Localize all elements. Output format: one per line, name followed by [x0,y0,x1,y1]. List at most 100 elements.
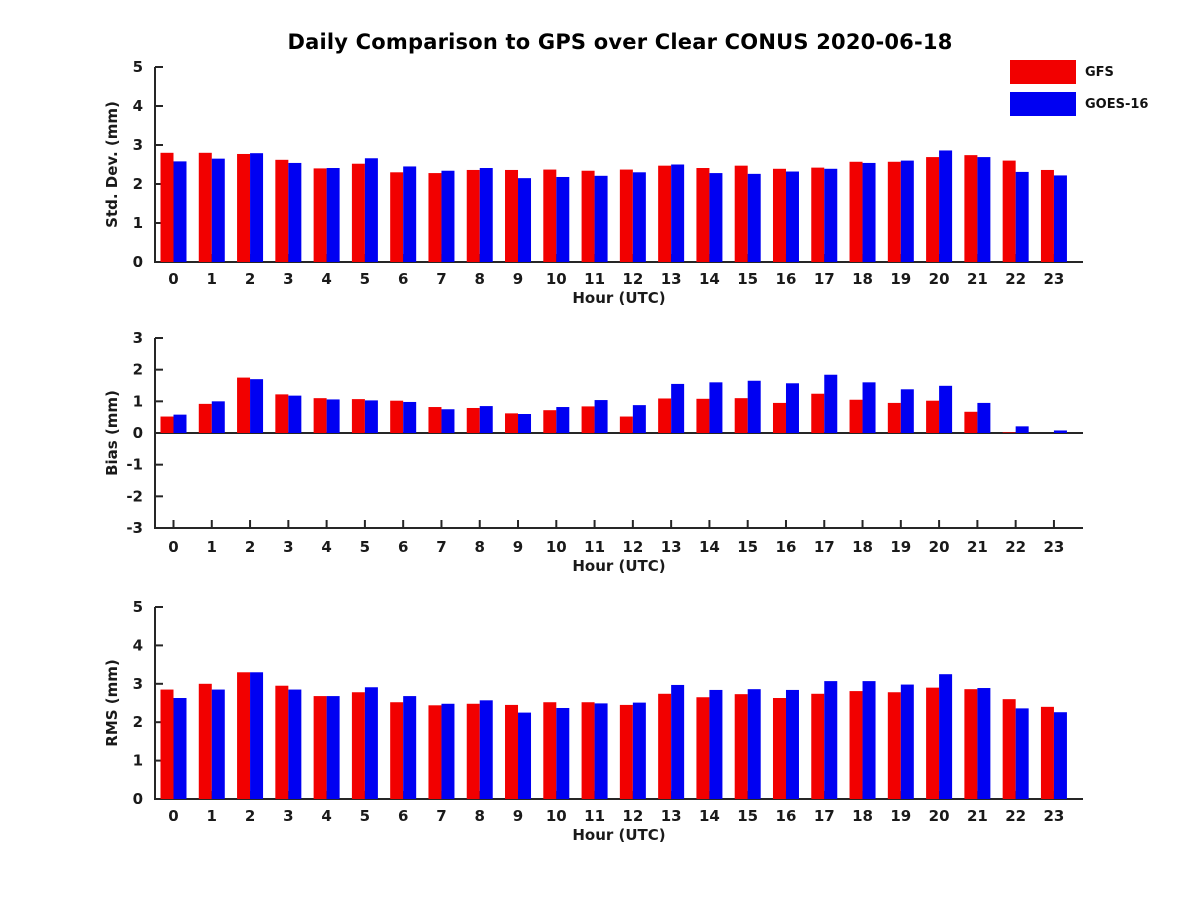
bar-goes-16-h3 [288,689,302,799]
bar-gfs-h19 [887,692,901,799]
x-tick-label: 3 [283,538,293,556]
y-tick-label: 2 [133,361,143,379]
bar-goes-16-h15 [747,380,761,433]
bar-gfs-h11 [581,406,595,433]
bar-goes-16-h11 [594,400,608,433]
bar-gfs-h6 [390,400,404,433]
x-tick-label: 7 [436,807,446,825]
x-tick-label: 9 [513,538,523,556]
x-tick-label: 14 [699,807,720,825]
bar-gfs-h5 [351,692,365,799]
bar-goes-16-h6 [403,166,417,262]
y-tick-label: 1 [133,214,143,232]
y-tick-label: -1 [126,456,143,474]
bar-goes-16-h7 [441,703,455,799]
bar-gfs-h0 [160,689,174,799]
bar-gfs-h11 [581,702,595,799]
bar-gfs-h15 [734,165,748,262]
bar-gfs-h5 [351,399,365,433]
x-tick-label: 12 [622,270,643,288]
bar-goes-16-h15 [747,689,761,799]
bar-goes-16-h4 [326,168,340,262]
x-tick-label: 0 [168,538,178,556]
x-tick-label: 19 [890,270,911,288]
bar-goes-16-h14 [709,689,723,799]
bar-goes-16-h18 [862,681,876,799]
x-tick-label: 14 [699,538,720,556]
bar-gfs-h10 [543,410,557,433]
x-tick-label: 10 [546,807,567,825]
x-tick-label: 21 [967,807,988,825]
y-tick-label: 3 [133,675,143,693]
x-tick-label: 22 [1005,270,1026,288]
bar-gfs-h8 [466,407,480,433]
bar-gfs-h12 [619,704,633,799]
bar-gfs-h12 [619,169,633,262]
y-tick-label: 5 [133,58,143,76]
bar-goes-16-h21 [977,402,991,433]
goes16-color-swatch [1010,92,1076,116]
x-tick-label: 10 [546,270,567,288]
x-tick-label: 17 [814,538,835,556]
bar-gfs-h21 [964,411,978,433]
bar-gfs-h10 [543,702,557,799]
bar-gfs-h13 [658,693,672,799]
bar-goes-16-h1 [211,689,225,799]
bar-gfs-h4 [313,398,327,433]
y-tick-label: 1 [133,752,143,770]
x-tick-label: 9 [513,270,523,288]
bar-gfs-h0 [160,416,174,433]
bar-goes-16-h23 [1053,430,1067,433]
legend-item-gfs: GFS [1010,60,1148,84]
bar-goes-16-h3 [288,395,302,433]
bar-gfs-h4 [313,696,327,799]
figure-title: Daily Comparison to GPS over Clear CONUS… [287,30,953,54]
bar-goes-16-h14 [709,173,723,262]
bar-gfs-h23 [1040,706,1054,799]
x-tick-label: 21 [967,538,988,556]
bar-goes-16-h5 [364,158,378,262]
bar-goes-16-h12 [632,405,646,433]
bar-gfs-h22 [1002,432,1016,433]
bar-gfs-h17 [811,393,825,433]
bar-goes-16-h8 [479,700,493,799]
legend-item-goes16: GOES-16 [1010,92,1148,116]
legend-label-gfs: GFS [1085,64,1114,80]
bar-goes-16-h4 [326,399,340,433]
x-tick-label: 16 [776,270,797,288]
x-tick-label: 3 [283,807,293,825]
bar-gfs-h22 [1002,160,1016,262]
x-tick-label: 5 [360,807,370,825]
bar-goes-16-h9 [518,414,532,433]
y-tick-label: 0 [133,790,143,808]
x-tick-label: 13 [661,270,682,288]
x-tick-label: 11 [584,270,605,288]
bar-goes-16-h0 [173,161,187,262]
bar-gfs-h13 [658,398,672,433]
x-tick-label: 2 [245,807,255,825]
legend: GFS GOES-16 [1010,60,1148,124]
bar-gfs-h20 [926,400,940,433]
bar-gfs-h9 [505,169,519,262]
bar-goes-16-h22 [1015,708,1029,799]
bar-goes-16-h20 [939,385,953,433]
bar-gfs-h2 [237,672,251,799]
bar-gfs-h12 [619,416,633,433]
x-tick-label: 5 [360,270,370,288]
x-tick-label: 20 [929,807,950,825]
y-tick-label: 3 [133,329,143,347]
x-tick-label: 1 [207,538,217,556]
bar-gfs-h1 [198,403,212,433]
x-tick-label: 7 [436,270,446,288]
bar-gfs-h6 [390,702,404,799]
x-tick-label: 13 [661,807,682,825]
x-tick-label: 18 [852,270,873,288]
x-tick-label: 0 [168,807,178,825]
bar-goes-16-h9 [518,178,532,262]
y-tick-label: 5 [133,598,143,616]
x-tick-label: 20 [929,270,950,288]
legend-label-goes16: GOES-16 [1085,96,1149,112]
y-axis-title: Bias (mm) [103,390,121,476]
x-tick-label: 8 [475,270,485,288]
